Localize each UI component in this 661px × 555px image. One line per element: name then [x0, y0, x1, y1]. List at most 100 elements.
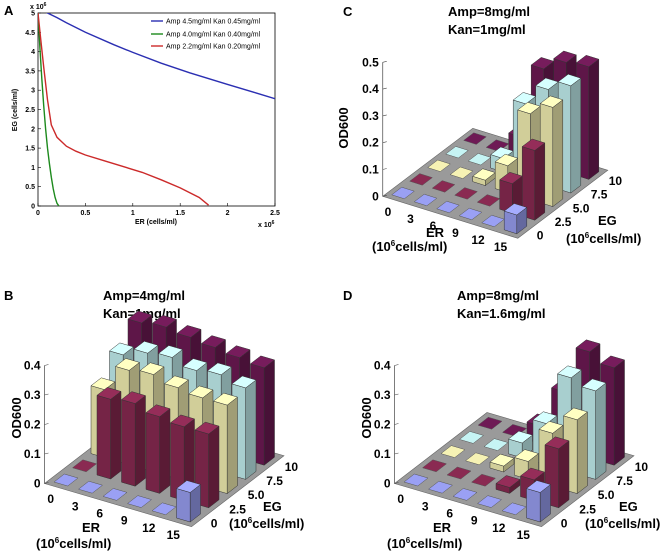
bar-side-face	[263, 359, 275, 466]
bar-top-face	[188, 385, 214, 399]
panel-b-y-unit: (106cells/ml)	[229, 516, 304, 531]
z-tick-mark	[382, 61, 387, 63]
bar-top-face	[169, 414, 196, 428]
y-tick-label: 10	[285, 460, 299, 474]
bar-side-face	[245, 379, 257, 480]
panel-c-title-line1: Amp=8mg/ml	[448, 4, 530, 19]
z-tick-mark	[44, 452, 49, 455]
panel-b-title-line1: Amp=4mg/ml	[103, 288, 185, 303]
bar-front-face	[145, 412, 160, 494]
panel-a-y-scale: x 106	[30, 2, 47, 11]
bar-top-face	[90, 377, 116, 390]
x-tick-label: 15	[494, 240, 508, 254]
bar-top-face	[532, 411, 558, 424]
bar-0-0	[391, 186, 415, 200]
panel-c-y-label: EG	[598, 213, 617, 228]
z-tick-label: 0	[384, 477, 391, 491]
bar-top-face	[206, 362, 233, 376]
z-tick-label: 0	[372, 189, 379, 203]
bar-0-5.0	[440, 445, 466, 458]
bar-footprint	[446, 466, 472, 480]
bar-9-0	[126, 495, 153, 508]
bar-0-2.5	[421, 459, 448, 473]
z-tick-mark	[394, 452, 399, 455]
panel-d-title-line2: Kan=1.6mg/ml	[457, 306, 546, 321]
bar-6-0	[436, 200, 460, 214]
z-tick-label: 0.3	[374, 388, 391, 402]
z-tick-label: 0.2	[362, 136, 379, 150]
panel-a-letter: A	[4, 3, 14, 18]
z-tick-label: 0.4	[362, 82, 379, 96]
bar-0-2.5	[71, 459, 98, 473]
bar-footprint	[483, 438, 509, 451]
bar-15-2.5	[194, 421, 220, 509]
legend-label-series-2: Amp 4.0mg/ml Kan 0.40mg/ml	[166, 32, 261, 39]
z-tick-label: 0.1	[374, 447, 391, 461]
bar-15-0	[503, 203, 528, 235]
bar-top-face	[557, 73, 582, 87]
z-tick-label: 0.3	[362, 109, 379, 123]
x-tick-label: 6	[430, 219, 437, 233]
bar-footprint	[452, 488, 478, 501]
bar-top-face	[225, 345, 251, 358]
panel-d-chart: 0 0.1 0.2 0.3 0.4 0 3 6 9 12 15 0 2.55.07.510	[374, 339, 648, 542]
bar-side-face	[534, 142, 546, 221]
panel-a-xtick-label: 2	[226, 210, 230, 217]
x-tick-label: 3	[72, 499, 79, 513]
panel-a-x-scale: x 106	[258, 220, 275, 229]
z-tick-mark	[382, 87, 387, 90]
x-tick-label: 0	[47, 492, 54, 506]
bar-footprint	[449, 166, 474, 179]
bar-side-face	[226, 396, 238, 495]
x-tick-label: 0	[385, 205, 392, 219]
y-tick-label: 5.0	[248, 488, 265, 502]
z-tick-label: 0.3	[24, 388, 41, 402]
z-tick-label: 0.2	[24, 418, 41, 432]
x-tick-label: 3	[407, 212, 414, 226]
panel-b-x-unit: (106cells/ml)	[36, 536, 111, 551]
legend-label-series-3: Amp 2.2mg/ml Kan 0.20mg/ml	[166, 44, 261, 51]
z-tick-label: 0.5	[362, 55, 379, 69]
bar-footprint	[458, 207, 483, 221]
series-line-2	[38, 13, 60, 206]
z-tick-mark	[44, 423, 49, 425]
y-tick-label: 7.5	[591, 188, 608, 202]
panel-b-zlabel: OD600	[9, 397, 24, 438]
panel-a-xlabel: ER (cells/ml)	[135, 219, 177, 226]
bar-15-0	[175, 480, 202, 523]
bar-footprint	[421, 459, 448, 473]
bar-top-face	[163, 375, 190, 388]
panel-a-ytick-label: 5	[31, 11, 35, 18]
bar-footprint	[431, 180, 456, 193]
z-tick-mark	[382, 168, 387, 170]
panel-c-zlabel: OD600	[336, 107, 351, 148]
panel-b-chart: 0 0.1 0.2 0.3 0.4 0 3 6 9 12 15 0 2.55.07.510	[24, 310, 299, 542]
x-tick-label: 12	[471, 233, 485, 247]
z-tick-mark	[394, 364, 399, 366]
panel-a-xtick-label: 1.5	[175, 210, 185, 217]
bar-footprint	[77, 480, 104, 494]
panel-a-ytick-label: 2.5	[25, 107, 35, 114]
z-tick-mark	[394, 482, 399, 484]
y-tick-label: 2.5	[579, 502, 596, 516]
panel-b-x-label: ER	[82, 520, 101, 535]
bar-6-5.0	[472, 168, 496, 187]
z-tick-label: 0	[34, 477, 41, 491]
y-tick-label: 7.5	[616, 474, 633, 488]
panel-b-y-label: EG	[263, 499, 282, 514]
x-tick-label: 15	[517, 528, 531, 542]
panel-d: D Amp=8mg/ml Kan=1.6mg/ml OD600 00.10.20…	[343, 288, 660, 551]
y-tick-label: 0	[537, 229, 544, 243]
bar-side-face	[558, 440, 570, 509]
bar-side-face	[570, 77, 582, 194]
bar-0-0	[53, 473, 79, 487]
panel-c-x-label: ER	[426, 225, 445, 240]
bar-top-face	[575, 55, 600, 68]
bar-footprint	[427, 480, 454, 494]
bar-side-face	[576, 411, 588, 495]
panel-b: B Amp=4mg/ml Kan=1mg/ml OD600 00.10.20.3…	[4, 288, 304, 551]
bar-15-2.5	[521, 138, 546, 221]
x-tick-label: 6	[96, 507, 103, 521]
panel-a-ytick-label: 4	[31, 49, 35, 56]
bar-top-face	[538, 421, 564, 434]
